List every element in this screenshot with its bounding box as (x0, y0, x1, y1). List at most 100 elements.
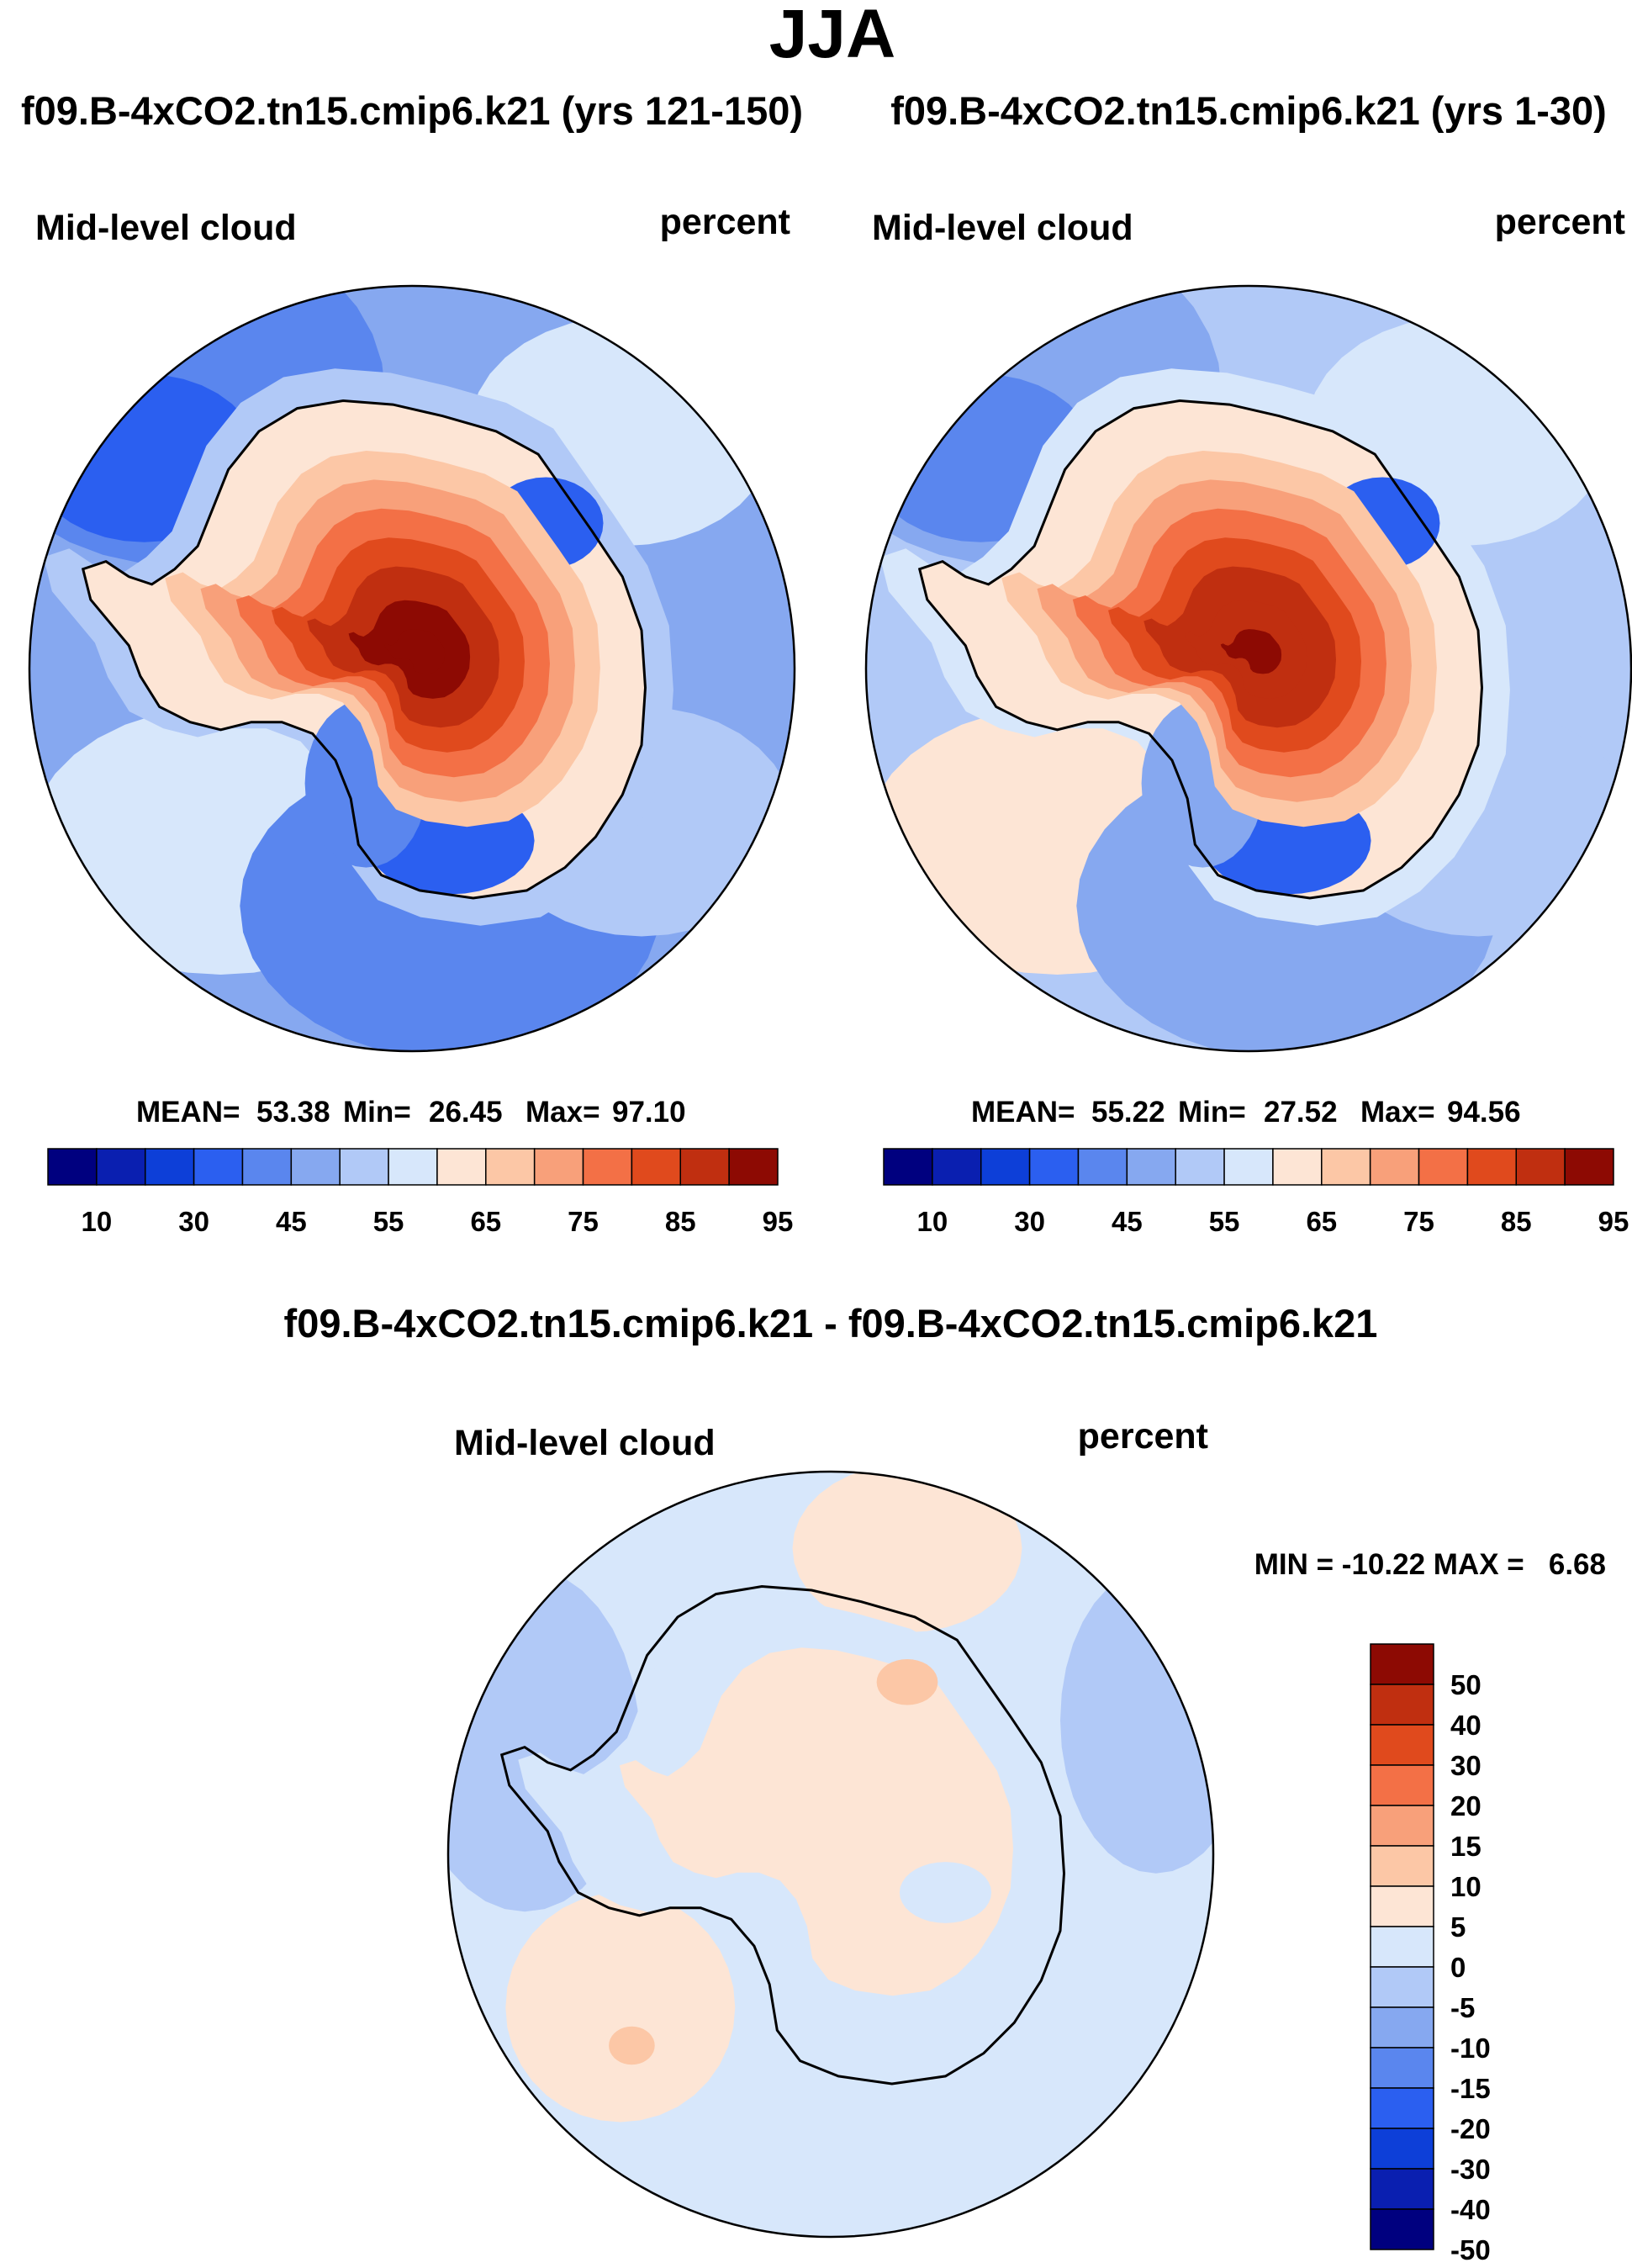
colorbar-box (1370, 1926, 1434, 1968)
panel-2-map (866, 286, 1631, 1051)
negative-patch (1060, 1567, 1213, 1874)
positive-patch (792, 1472, 1022, 1633)
panel-2-mean-value: 55.22 (1091, 1096, 1165, 1129)
colorbar-box (241, 1148, 293, 1186)
colorbar-tick-label: 30 (178, 1206, 209, 1237)
colorbar-tick-label: 45 (1112, 1206, 1143, 1237)
colorbar-box (96, 1148, 146, 1186)
colorbar-tick-label: 55 (1209, 1206, 1240, 1237)
colorbar-box (1077, 1148, 1128, 1186)
colorbar-box (144, 1148, 195, 1186)
colorbar-tick-label: 40 (1450, 1710, 1481, 1741)
panel-2-max-value: 94.56 (1447, 1096, 1521, 1129)
colorbar-tick-label: 65 (1306, 1206, 1337, 1237)
panel-1-colorbar: 10 30 45 55 65 75 85 95 (47, 1148, 793, 1237)
colorbar-tick-label: 65 (470, 1206, 501, 1237)
colorbar-tick-label: -50 (1450, 2234, 1491, 2264)
colorbar-tick-label: 15 (1450, 1831, 1481, 1862)
panel-1-stats: MEAN= 53.38 Min= 26.45 Max= 97.10 (136, 1096, 686, 1129)
colorbar-box (1370, 1885, 1434, 1927)
colorbar-box (436, 1148, 487, 1186)
panel-2-max-label: Max= (1360, 1096, 1435, 1129)
colorbar-box (631, 1148, 682, 1186)
colorbar-box (388, 1148, 438, 1186)
panel-2-colorbar: 10 30 45 55 65 75 85 95 (883, 1148, 1629, 1237)
colorbar-box (1370, 1805, 1434, 1847)
colorbar-box (1272, 1148, 1323, 1186)
panel-1-variable-label: Mid-level cloud (35, 208, 297, 248)
panel-2-units-label: percent (1495, 202, 1625, 242)
panel-3-map-border (446, 1470, 1215, 2239)
panel-2-min-value: 27.52 (1264, 1096, 1338, 1129)
panel-1-mean-value: 53.38 (256, 1096, 330, 1129)
panel-1-units-label: percent (660, 202, 790, 242)
colorbar-box (1370, 2208, 1434, 2250)
colorbar-box (1370, 1643, 1434, 1685)
colorbar-tick-label: 75 (1403, 1206, 1434, 1237)
colorbar-box (1321, 1148, 1371, 1186)
colorbar-box (485, 1148, 536, 1186)
colorbar-box (1370, 2128, 1434, 2170)
colorbar-tick-label: 10 (917, 1206, 948, 1237)
colorbar-box (1223, 1148, 1274, 1186)
panel-2-case-title: f09.B-4xCO2.tn15.cmip6.k21 (yrs 1-30) (890, 88, 1607, 133)
colorbar-box (1369, 1148, 1420, 1186)
colorbar-tick-label: 20 (1450, 1790, 1481, 1821)
panel-2-min-label: Min= (1178, 1096, 1246, 1129)
colorbar-box (1370, 1764, 1434, 1806)
panel-1-min-value: 26.45 (429, 1096, 503, 1129)
colorbar-box (883, 1148, 933, 1186)
panel-3-case-title: f09.B-4xCO2.tn15.cmip6.k21 - f09.B-4xCO2… (284, 1301, 1378, 1345)
colorbar-box (1370, 1966, 1434, 2008)
colorbar-tick-label: 30 (1014, 1206, 1045, 1237)
colorbar-tick-label: 95 (1598, 1206, 1629, 1237)
colorbar-tick-label: 55 (373, 1206, 404, 1237)
colorbar-tick-label: 10 (1450, 1871, 1481, 1902)
panel-1-mean-label: MEAN= (136, 1096, 240, 1129)
panel-3-minmax-label: MIN = -10.22 MAX = 6.68 (1254, 1548, 1606, 1581)
colorbar-tick-label: 45 (276, 1206, 307, 1237)
colorbar-tick-label: 50 (1450, 1669, 1481, 1700)
colorbar-box (339, 1148, 389, 1186)
panel-2-mean-label: MEAN= (971, 1096, 1075, 1129)
colorbar-box (1564, 1148, 1614, 1186)
colorbar-box (1175, 1148, 1225, 1186)
colorbar-box (980, 1148, 1031, 1186)
colorbar-box (1370, 1684, 1434, 1726)
colorbar-box (679, 1148, 730, 1186)
colorbar-box (1418, 1148, 1469, 1186)
colorbar-box (1028, 1148, 1080, 1186)
panel-1-min-label: Min= (343, 1096, 411, 1129)
colorbar-box (1370, 1724, 1434, 1766)
colorbar-tick-label: -30 (1450, 2154, 1491, 2185)
colorbar-tick-label: 5 (1450, 1911, 1466, 1943)
colorbar-box (1515, 1148, 1566, 1186)
colorbar-box (193, 1148, 244, 1186)
panel-3-units-label: percent (1078, 1416, 1208, 1456)
colorbar-box (1370, 2168, 1434, 2210)
colorbar-tick-label: 85 (665, 1206, 696, 1237)
colorbar-tick-label: 75 (568, 1206, 599, 1237)
colorbar-box (932, 1148, 982, 1186)
colorbar-box (1370, 2047, 1434, 2089)
panel-1-max-label: Max= (526, 1096, 600, 1129)
coastline (81, 399, 647, 900)
colorbar-tick-label: -15 (1450, 2073, 1491, 2104)
panel-3-variable-label: Mid-level cloud (454, 1423, 716, 1463)
positive-patch (505, 1892, 736, 2123)
coastline (917, 399, 1484, 900)
coastline (499, 1584, 1066, 2086)
interior-contour (1220, 629, 1282, 674)
colorbar-box (582, 1148, 633, 1186)
colorbar-tick-label: 85 (1501, 1206, 1532, 1237)
panel-2-variable-label: Mid-level cloud (872, 208, 1133, 248)
panel-1-map-border (28, 284, 796, 1053)
panel-3-map (448, 1472, 1213, 2237)
colorbar-tick-label: 10 (82, 1206, 113, 1237)
colorbar-tick-label: -20 (1450, 2113, 1491, 2144)
colorbar-tick-label: -10 (1450, 2033, 1491, 2064)
colorbar-tick-label: 0 (1450, 1952, 1466, 1983)
